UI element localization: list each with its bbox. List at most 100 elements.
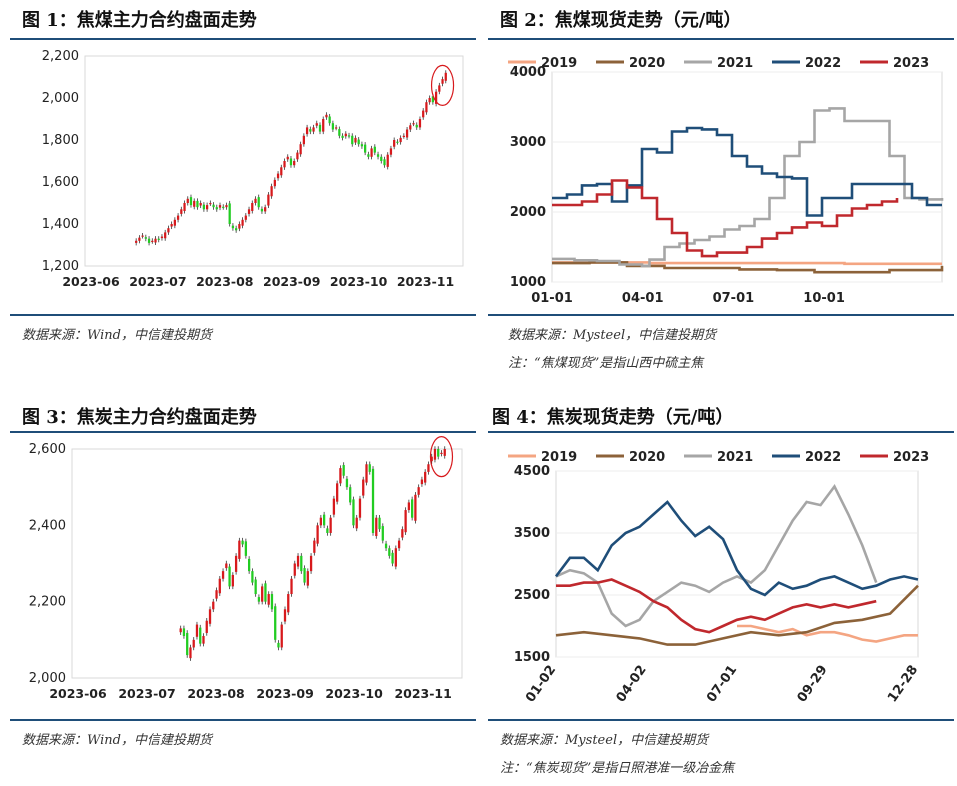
candle-body [205,205,209,210]
candle-body [355,517,358,529]
candle-body [409,125,412,130]
candle-body [368,464,371,472]
candle-body [222,206,225,208]
candle-body [428,98,431,103]
candle-body [228,566,231,587]
candle-body [270,186,273,197]
candle-body [270,594,274,610]
candle-body [381,526,384,541]
candle-body [290,578,293,595]
candle-body [183,203,186,211]
candle-body [289,158,293,166]
bottom-rule [10,719,476,721]
candle-body [365,464,368,483]
candle-body [173,219,176,226]
y-tick-label: 2,400 [29,518,66,533]
candle-body [418,119,422,128]
series-line-2019 [737,624,918,643]
candle-body [221,571,225,579]
y-tick-label: 2000 [510,205,546,220]
candle-body [414,494,417,521]
x-tick-label: 10-01 [803,291,845,306]
candle-body [300,555,303,572]
candle-body [182,628,186,637]
candle-body [273,179,276,187]
candle-body [347,135,351,137]
legend-label: 2019 [541,56,577,71]
candle-body [354,137,357,143]
candle-body [371,468,375,533]
candle-body [164,232,167,239]
candle-body [326,528,329,533]
candle-body [202,636,205,644]
candle-body [422,110,425,118]
candle-body [338,129,341,136]
candle-body [312,127,315,132]
candle-body [205,620,208,633]
candle-body [393,140,396,147]
legend-label: 2019 [541,450,577,465]
candle-body [208,609,212,624]
candle-body [389,148,393,155]
candle-body [407,502,411,511]
candle-body [218,578,221,594]
candle-body [247,558,251,572]
candle-body [402,135,405,137]
candle-body [339,468,342,484]
candle-body [276,173,280,179]
legend-label: 2021 [717,56,753,71]
candle-body [362,479,365,496]
candle-body [280,167,283,176]
source-note: 数据来源：Mysteel，中信建投期货 [508,328,717,343]
candle-body [160,236,164,239]
candle-body [293,161,296,166]
candle-body [396,141,399,143]
candle-body [357,139,360,145]
candle-body [303,568,306,583]
title-rule [488,431,954,433]
candle-body [410,499,414,518]
candle-body [154,238,157,243]
candle-body [349,487,352,503]
candle-body [378,517,381,530]
candle-body [251,203,254,211]
plot-area [71,448,463,679]
candle-body [328,116,331,124]
candle-body [254,579,257,595]
candle-body [360,144,364,147]
candle-body [167,228,170,233]
y-tick-label: 2,600 [29,442,66,457]
candle-body [322,119,325,132]
chart-title: 图 2：焦煤现货走势（元/吨） [500,10,742,31]
candle-body [373,146,376,153]
y-tick-label: 3000 [510,135,546,150]
y-tick-label: 1,400 [42,217,79,232]
candle-body [202,204,206,210]
legend-label: 2020 [629,450,665,465]
candle-body [196,200,199,208]
candle-body [209,203,212,205]
candle-body [417,487,420,495]
candle-body [444,72,447,81]
x-tick-label: 09-29 [795,663,831,706]
candle-body [274,606,277,640]
candle-body [336,483,339,502]
candle-body [264,583,267,602]
candle-body [394,548,397,567]
source-note: 数据来源：Wind，中信建投期货 [22,328,212,343]
y-tick-label: 1500 [514,650,550,665]
y-tick-label: 2,200 [29,595,66,610]
candle-body [193,200,196,207]
candle-body [264,207,267,212]
candle-body [215,207,218,210]
candle-body [225,563,228,569]
candle-body [391,552,394,564]
candle-body [345,478,349,488]
candle-body [180,209,183,214]
candle-body [404,510,407,533]
candle-body [441,79,444,84]
candle-body [443,449,446,456]
candle-body [397,540,401,549]
highlight-ellipse [429,436,454,478]
candle-body [329,517,332,533]
